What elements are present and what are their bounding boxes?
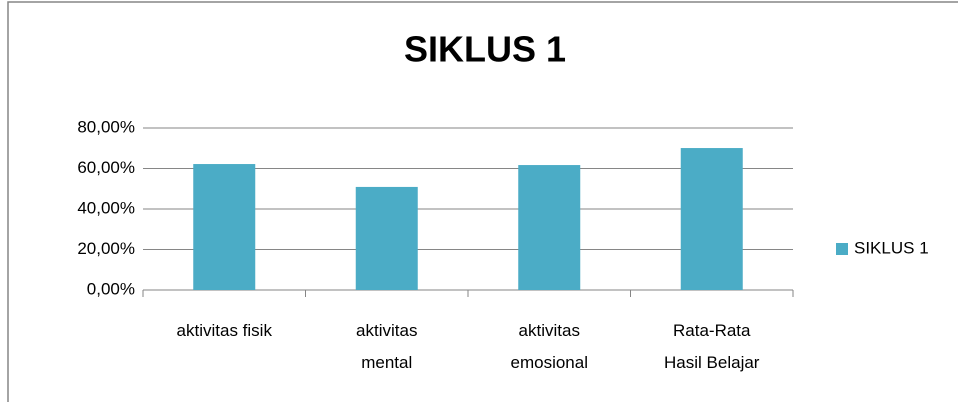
x-tick-label: aktivitas emosional (511, 321, 589, 372)
x-tick-label: Rata-Rata Hasil Belajar (664, 321, 760, 372)
y-tick-label: 20,00% (77, 239, 135, 258)
bar (518, 165, 581, 290)
x-tick-label: aktivitas mental (356, 321, 417, 372)
y-tick-label: 0,00% (87, 279, 135, 298)
y-tick-label: 60,00% (77, 158, 135, 177)
bar (355, 186, 418, 290)
bar (193, 164, 256, 290)
chart-title: SIKLUS 1 (404, 29, 566, 70)
bar (680, 148, 743, 290)
legend-label: SIKLUS 1 (854, 238, 929, 257)
y-tick-label: 40,00% (77, 198, 135, 217)
y-tick-label: 80,00% (77, 117, 135, 136)
chart-frame (7, 1, 958, 402)
legend-swatch (836, 243, 848, 255)
x-tick-label: aktivitas fisik (177, 321, 273, 340)
